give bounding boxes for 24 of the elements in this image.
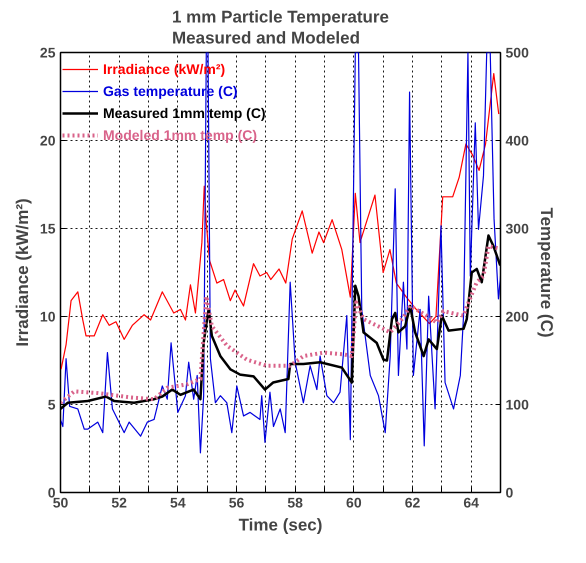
y-tick-label: 5 bbox=[48, 396, 56, 412]
y-tick-label: 20 bbox=[40, 132, 56, 148]
y-tick-label: 10 bbox=[40, 308, 56, 324]
x-tick-label: 62 bbox=[404, 494, 420, 510]
y2-tick-label: 100 bbox=[506, 396, 530, 412]
y2-tick-label: 400 bbox=[506, 132, 530, 148]
x-tick-label: 58 bbox=[287, 494, 304, 510]
x-tick-label: 60 bbox=[346, 494, 362, 510]
y2-tick-label: 200 bbox=[506, 308, 530, 324]
legend-label: Measured 1mm temp (C) bbox=[103, 104, 266, 122]
x-tick-label: 64 bbox=[463, 494, 480, 510]
y-tick-label: 15 bbox=[40, 220, 56, 236]
y2-tick-label: 500 bbox=[506, 44, 530, 60]
y2-tick-label: 0 bbox=[506, 484, 514, 500]
x-tick-label: 52 bbox=[111, 494, 128, 510]
y2-axis-title: Temperature (C) bbox=[536, 207, 556, 338]
y-tick-label: 25 bbox=[40, 44, 56, 60]
x-tick-label: 56 bbox=[228, 494, 244, 510]
x-tick-label: 54 bbox=[170, 494, 186, 510]
line-series bbox=[60, 52, 500, 454]
y-axis-title: Irradiance (kW/m²) bbox=[12, 198, 32, 347]
y2-tick-label: 300 bbox=[506, 220, 530, 236]
x-axis-title: Time (sec) bbox=[238, 516, 322, 534]
chart-title: 1 mm Particle Temperature Measured and Modeled bbox=[172, 8, 389, 48]
